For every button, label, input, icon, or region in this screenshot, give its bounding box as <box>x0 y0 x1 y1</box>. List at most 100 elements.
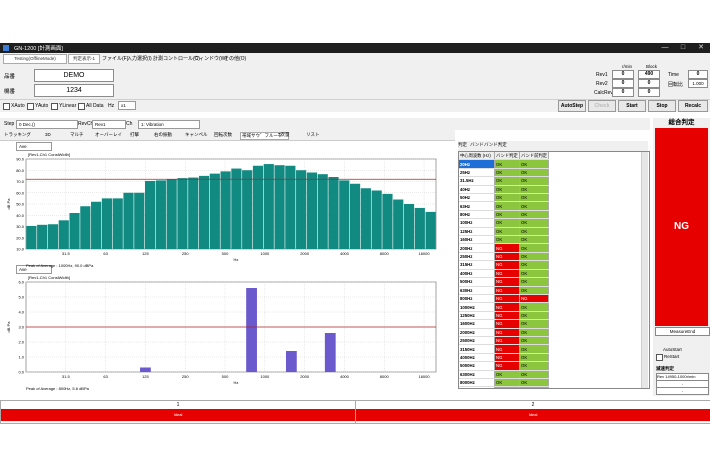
judge-row[interactable]: 4000Hz NG OK <box>459 353 549 363</box>
judge-freq: 40Hz <box>459 185 495 195</box>
tab-list[interactable]: リスト <box>306 132 320 137</box>
hinban-label: 品番 <box>4 74 16 80</box>
judge-row[interactable]: 1000Hz NG OK <box>459 302 549 312</box>
kiban-field[interactable]: 1234 <box>34 84 114 97</box>
judge-freq: 31.5Hz <box>459 176 495 186</box>
minimize-icon[interactable]: — <box>661 44 669 51</box>
judge-row[interactable]: 250Hz NG OK <box>459 252 549 262</box>
menu-window[interactable]: ウィンドウ(W) <box>194 56 228 62</box>
judge-band-result: OK <box>494 386 520 388</box>
xauto-checkbox[interactable] <box>3 103 10 110</box>
judge-band-result: NG <box>494 269 520 279</box>
bar <box>198 175 210 249</box>
judge-row[interactable]: 3150Hz NG OK <box>459 344 549 354</box>
judge-row[interactable]: 800Hz NG NG <box>459 294 549 304</box>
judge-title: 判定 <box>458 142 467 147</box>
chart1-mode-select[interactable]: Ave <box>16 142 52 151</box>
ylinear-checkbox[interactable] <box>51 103 58 110</box>
judge-row[interactable]: 400Hz NG OK <box>459 269 549 279</box>
xauto-label: XAuto <box>11 103 25 109</box>
bar <box>246 288 257 372</box>
judge-row[interactable]: 6300Hz OK OK <box>459 370 549 379</box>
recalc-button[interactable]: Recalc <box>678 100 708 112</box>
tab-campbell[interactable]: キャンペル <box>185 132 208 137</box>
tab-judge-band-judge[interactable]: バンド判定 <box>484 142 507 147</box>
judge-row[interactable]: 25Hz OK OK <box>459 168 549 178</box>
menu-control[interactable]: 計測コントロール(C) <box>153 56 200 62</box>
bottom-status: 1 Ideal 2 Ideal <box>0 400 710 424</box>
bar <box>252 165 264 249</box>
tab-3d[interactable]: 3D <box>45 132 51 137</box>
yauto-checkbox[interactable] <box>27 103 34 110</box>
ratio-label: 回転比 <box>668 82 684 88</box>
restart-checkbox[interactable] <box>656 354 663 361</box>
judge-row[interactable]: 500Hz NG OK <box>459 277 549 287</box>
judge-row[interactable]: 125Hz OK OK <box>459 227 549 237</box>
menu-other[interactable]: その他(O) <box>224 56 247 62</box>
judge-row[interactable]: 63Hz OK OK <box>459 201 549 211</box>
ch-select[interactable]: 1: Vibration <box>138 120 200 129</box>
judge-band-pre-result: OK <box>519 227 549 237</box>
check-button[interactable]: Check <box>588 100 616 112</box>
mode-tab[interactable]: Testing(OfflineMode) <box>3 54 67 64</box>
judge-row[interactable]: 10000HzOKOK <box>459 386 549 388</box>
start-button[interactable]: Start <box>618 100 646 112</box>
judge-row[interactable]: 200Hz NG OK <box>459 243 549 253</box>
tab-3rd[interactable]: 3次量 <box>278 132 290 137</box>
title-bar: GN-1200 [計測画面] — □ ✕ <box>0 43 710 53</box>
analysis-tabs: トラッキング 3D マルチ オーバーレイ 打撃 右の振動 キャンペル 回転次数 … <box>0 130 455 141</box>
tab-impact[interactable]: 打撃 <box>130 132 139 137</box>
chart2-mode-select[interactable]: Ave <box>16 265 52 274</box>
maximize-icon[interactable]: □ <box>680 44 686 51</box>
judge-scrollbar[interactable] <box>641 152 648 388</box>
judge-row[interactable]: 2500Hz NG OK <box>459 336 549 346</box>
bar <box>285 165 296 249</box>
chart1-caption: [Rev1-Ch1 ConstWidth] <box>28 152 71 157</box>
judge-row[interactable]: 100Hz OK OK <box>459 218 549 228</box>
tab-band[interactable]: 帯域サウ゛フルーフ゛ <box>240 132 289 140</box>
revch-select[interactable]: Rev1 <box>92 120 126 129</box>
judge-row[interactable]: 80Hz OK OK <box>459 210 549 220</box>
menu-file[interactable]: ファイル(F) <box>102 56 129 62</box>
autostep-button[interactable]: AutoStep <box>558 100 586 112</box>
judge-row[interactable]: 1250Hz NG OK <box>459 311 549 321</box>
judge-row[interactable]: 5000Hz NG OK <box>459 361 549 371</box>
judge-band-pre-result: NG <box>519 294 549 304</box>
menu-input[interactable]: 入力選択(I) <box>127 56 152 62</box>
tab-order[interactable]: 回転次数 <box>214 132 232 137</box>
judge-row[interactable]: 8000Hz OK OK <box>459 378 549 388</box>
tab-overlay[interactable]: オーバーレイ <box>95 132 122 137</box>
judge-row[interactable]: 20Hz OK OK <box>459 159 549 169</box>
judge-row[interactable]: 31.5Hz OK OK <box>459 176 549 186</box>
y-tick-label: 3.0 <box>18 325 24 330</box>
judge-display-tab[interactable]: 判定表示-1 <box>68 54 100 64</box>
judge-row[interactable]: 630Hz NG OK <box>459 286 549 295</box>
judge-row[interactable]: 2000Hz NG OK <box>459 328 549 337</box>
x-tick-label: 1000 <box>260 374 270 379</box>
judge-freq: 2000Hz <box>459 328 495 337</box>
tab-judge-band[interactable]: バンド <box>470 142 484 147</box>
tab-vibration[interactable]: 右の振動 <box>154 132 172 137</box>
window-title: GN-1200 [計測画面] <box>14 46 63 52</box>
status-col-1-bar: Ideal <box>1 409 355 421</box>
judge-row[interactable]: 1600Hz NG OK <box>459 319 549 329</box>
tab-multi[interactable]: マルチ <box>70 132 84 137</box>
judge-row[interactable]: 40Hz OK OK <box>459 185 549 195</box>
close-icon[interactable]: ✕ <box>698 44 704 51</box>
band-diff-chart: 6.0 5.0 4.0 3.0 2.0 1.0 0.0 31.5 63 125 250 500 1000… <box>6 280 437 391</box>
judge-row[interactable]: 160Hz OK OK <box>459 235 549 245</box>
rev-judge-label: 減速判定 <box>656 366 674 371</box>
judge-row[interactable]: 50Hz OK OK <box>459 193 549 203</box>
judge-band-pre-result: OK <box>519 218 549 228</box>
tab-tracking[interactable]: トラッキング <box>4 132 31 137</box>
hinban-field[interactable]: DEMO <box>34 69 114 82</box>
alldata-checkbox[interactable] <box>78 103 85 110</box>
y-tick-label: 90.0 <box>16 157 25 162</box>
judge-freq: 1600Hz <box>459 319 495 329</box>
x-tick-label: 31.5 <box>62 251 71 256</box>
step-select[interactable]: 0 Dec.() <box>16 120 78 129</box>
y-tick-label: 70.0 <box>16 179 25 184</box>
judge-row[interactable]: 315Hz NG OK <box>459 260 549 270</box>
hz-select[interactable]: x1 <box>118 101 136 110</box>
stop-button[interactable]: Stop <box>648 100 676 112</box>
